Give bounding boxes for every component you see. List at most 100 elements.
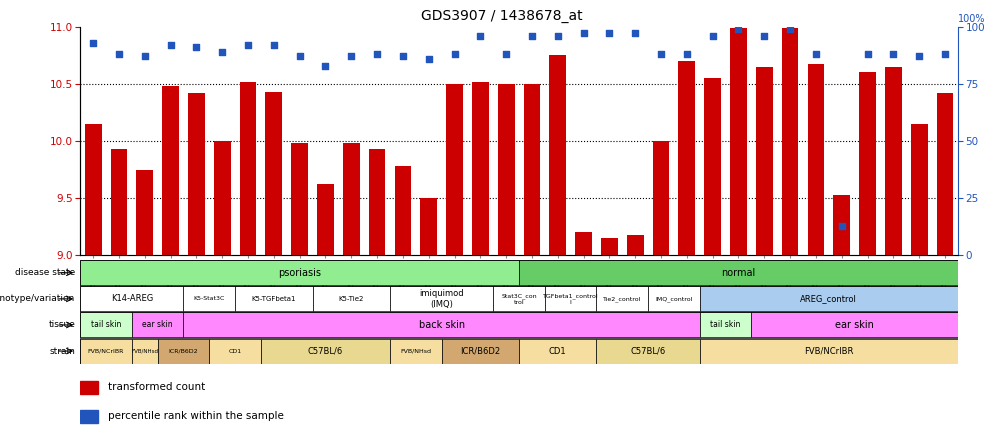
Point	[601, 30, 617, 37]
Text: C57BL/6: C57BL/6	[308, 346, 343, 356]
Bar	[390, 286, 493, 311]
Bar	[549, 55, 565, 255]
Bar	[80, 286, 183, 311]
Bar	[209, 338, 261, 364]
Point	[885, 51, 901, 58]
Bar	[441, 338, 519, 364]
Bar	[80, 338, 131, 364]
Point	[859, 51, 875, 58]
Bar	[781, 28, 798, 255]
Text: IMQ_control: IMQ_control	[654, 296, 692, 302]
Text: genotype/variation: genotype/variation	[0, 294, 75, 303]
Bar	[833, 195, 850, 255]
Bar	[703, 78, 720, 255]
Bar	[131, 313, 183, 337]
Bar	[317, 184, 334, 255]
Text: K5-Tie2: K5-Tie2	[339, 296, 364, 302]
Text: transformed count: transformed count	[107, 382, 204, 392]
Point	[756, 32, 772, 40]
Text: TGFbeta1_control
l: TGFbeta1_control l	[542, 293, 598, 305]
Point	[292, 53, 308, 60]
Bar	[677, 61, 694, 255]
Bar	[626, 235, 643, 255]
Bar	[80, 381, 98, 394]
Point	[626, 30, 642, 37]
Bar	[239, 82, 257, 255]
Bar	[390, 338, 441, 364]
Bar	[523, 84, 540, 255]
Text: tissue: tissue	[48, 321, 75, 329]
Bar	[261, 338, 390, 364]
Bar	[859, 72, 875, 255]
Point	[369, 51, 385, 58]
Bar	[596, 338, 699, 364]
Bar	[519, 260, 957, 285]
Point	[833, 222, 849, 229]
Text: FVB/NHsd: FVB/NHsd	[131, 349, 158, 353]
Bar	[699, 313, 750, 337]
Bar	[884, 67, 901, 255]
Text: C57BL/6: C57BL/6	[630, 346, 665, 356]
Bar	[910, 124, 927, 255]
Point	[472, 32, 488, 40]
Point	[704, 32, 720, 40]
Bar	[157, 338, 209, 364]
Point	[395, 53, 411, 60]
Bar	[313, 286, 390, 311]
Text: normal: normal	[720, 268, 755, 278]
Bar	[369, 149, 385, 255]
Bar	[519, 338, 596, 364]
Text: Tie2_control: Tie2_control	[602, 296, 641, 302]
Text: tail skin: tail skin	[709, 321, 740, 329]
Bar	[213, 141, 230, 255]
Bar	[110, 149, 127, 255]
Point	[523, 32, 539, 40]
Bar	[472, 82, 488, 255]
Text: CD1: CD1	[548, 346, 566, 356]
Bar	[343, 143, 360, 255]
Bar	[446, 84, 463, 255]
Point	[136, 53, 152, 60]
Point	[782, 25, 798, 32]
Text: ear skin: ear skin	[142, 321, 172, 329]
Point	[446, 51, 462, 58]
Point	[549, 32, 565, 40]
Text: strain: strain	[49, 346, 75, 356]
Bar	[183, 286, 234, 311]
Text: disease state: disease state	[15, 268, 75, 278]
Text: imiquimod
(IMQ): imiquimod (IMQ)	[419, 289, 464, 309]
Text: psoriasis: psoriasis	[278, 268, 321, 278]
Text: Stat3C_con
trol: Stat3C_con trol	[501, 293, 536, 305]
Bar	[600, 238, 617, 255]
Point	[498, 51, 514, 58]
Point	[420, 55, 436, 62]
Text: ICR/B6D2: ICR/B6D2	[460, 346, 500, 356]
Point	[266, 41, 282, 48]
Point	[807, 51, 823, 58]
Bar	[493, 286, 544, 311]
Point	[85, 39, 101, 46]
Bar	[162, 86, 178, 255]
Text: K5-TGFbeta1: K5-TGFbeta1	[252, 296, 296, 302]
Text: FVB/NHsd: FVB/NHsd	[400, 349, 431, 353]
Text: tail skin: tail skin	[91, 321, 121, 329]
Bar	[394, 166, 411, 255]
Bar	[699, 338, 957, 364]
Bar	[699, 286, 957, 311]
Text: K5-Stat3C: K5-Stat3C	[193, 296, 224, 301]
Text: CD1: CD1	[228, 349, 241, 353]
Text: 100%: 100%	[957, 14, 984, 24]
Bar	[807, 64, 824, 255]
Bar	[652, 141, 668, 255]
Bar	[80, 313, 131, 337]
Bar	[936, 93, 952, 255]
Text: FVB/NCrIBR: FVB/NCrIBR	[804, 346, 853, 356]
Point	[678, 51, 694, 58]
Point	[111, 51, 127, 58]
Point	[214, 48, 230, 56]
Bar	[187, 93, 204, 255]
Bar	[574, 233, 591, 255]
Text: K14-AREG: K14-AREG	[110, 294, 153, 303]
Bar	[647, 286, 699, 311]
Point	[729, 25, 745, 32]
